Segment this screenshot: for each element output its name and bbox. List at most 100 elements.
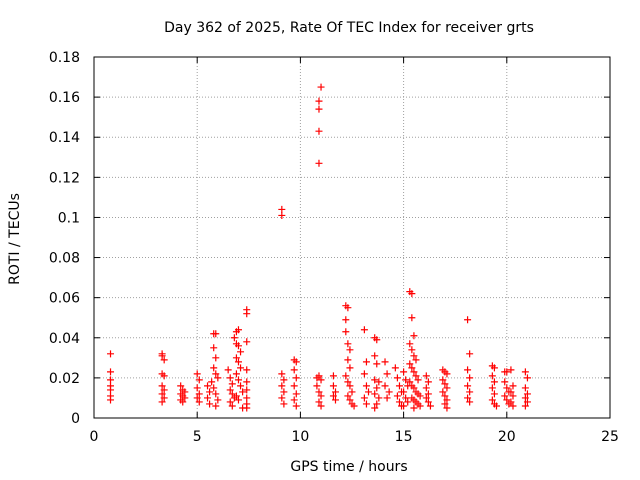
data-point (206, 400, 214, 408)
data-point (212, 370, 220, 378)
data-point (315, 398, 323, 406)
data-point (317, 376, 325, 384)
data-point (410, 368, 418, 376)
data-point (391, 364, 399, 372)
data-point (441, 392, 449, 400)
data-point (395, 398, 403, 406)
data-point (210, 384, 218, 392)
data-point (509, 402, 517, 410)
data-point (212, 390, 220, 398)
data-point (290, 366, 298, 374)
data-point (315, 159, 323, 167)
axis-ticks (93, 56, 611, 419)
y-tick-label: 0.02 (49, 371, 80, 387)
data-point (224, 366, 232, 374)
data-point (402, 394, 410, 402)
data-point (212, 354, 220, 362)
data-point (342, 372, 350, 380)
data-point (195, 390, 203, 398)
data-point (424, 378, 432, 386)
data-point (371, 352, 379, 360)
x-tick-label: 5 (193, 429, 202, 445)
data-point (344, 378, 352, 386)
data-point (290, 382, 298, 390)
data-point (243, 394, 251, 402)
data-point (204, 394, 212, 402)
data-point (503, 384, 511, 392)
y-tick-label: 0.12 (49, 170, 80, 186)
data-point (230, 334, 238, 342)
data-point (521, 368, 529, 376)
data-point (523, 390, 531, 398)
data-point (348, 388, 356, 396)
data-point (342, 328, 350, 336)
data-point (346, 346, 354, 354)
data-point (360, 394, 368, 402)
data-point (443, 396, 451, 404)
data-point (107, 376, 115, 384)
data-point (507, 366, 515, 374)
data-point (466, 350, 474, 358)
data-point (280, 400, 288, 408)
data-point (193, 370, 201, 378)
data-point (243, 386, 251, 394)
data-point (406, 360, 414, 368)
y-tick-label: 0.1 (58, 210, 80, 226)
data-point (488, 384, 496, 392)
data-point (195, 398, 203, 406)
data-point (410, 332, 418, 340)
data-point (383, 370, 391, 378)
data-point (344, 356, 352, 364)
data-point (212, 330, 220, 338)
data-point (237, 348, 245, 356)
data-point (214, 374, 222, 382)
data-point (344, 392, 352, 400)
data-point (278, 382, 286, 390)
data-point (329, 382, 337, 390)
data-point (344, 304, 352, 312)
data-point (375, 378, 383, 386)
data-point (400, 402, 408, 410)
data-point (315, 372, 323, 380)
x-axis-label: GPS time / hours (290, 459, 407, 475)
data-point (193, 384, 201, 392)
data-point (210, 344, 218, 352)
data-point (365, 388, 373, 396)
data-point (404, 398, 412, 406)
x-tick-labels: 0 5 10 15 20 25 (90, 429, 619, 445)
y-tick-label: 0 (71, 411, 80, 427)
data-point (210, 364, 218, 372)
data-point (408, 346, 416, 354)
data-point (160, 394, 168, 402)
data-point (160, 372, 168, 380)
grid-lines (94, 57, 610, 418)
y-tick-label: 0.04 (49, 331, 80, 347)
data-point (179, 398, 187, 406)
data-point (488, 396, 496, 404)
plot-frame (93, 56, 611, 419)
y-tick-label: 0.08 (49, 251, 80, 267)
data-point (414, 376, 422, 384)
y-tick-label: 0.18 (49, 50, 80, 66)
data-point (395, 382, 403, 390)
data-point (412, 372, 420, 380)
data-point (344, 340, 352, 348)
data-point (371, 376, 379, 384)
data-point (107, 396, 115, 404)
data-point (243, 338, 251, 346)
data-point (503, 368, 511, 376)
data-point (408, 364, 416, 372)
data-point (373, 400, 381, 408)
data-point (331, 388, 339, 396)
data-point (360, 326, 368, 334)
data-point (443, 384, 451, 392)
data-point (381, 358, 389, 366)
data-point (237, 382, 245, 390)
data-point (278, 394, 286, 402)
data-point (243, 378, 251, 386)
y-tick-label: 0.14 (49, 130, 80, 146)
data-point (400, 388, 408, 396)
x-tick-label: 15 (395, 429, 413, 445)
data-point (412, 356, 420, 364)
